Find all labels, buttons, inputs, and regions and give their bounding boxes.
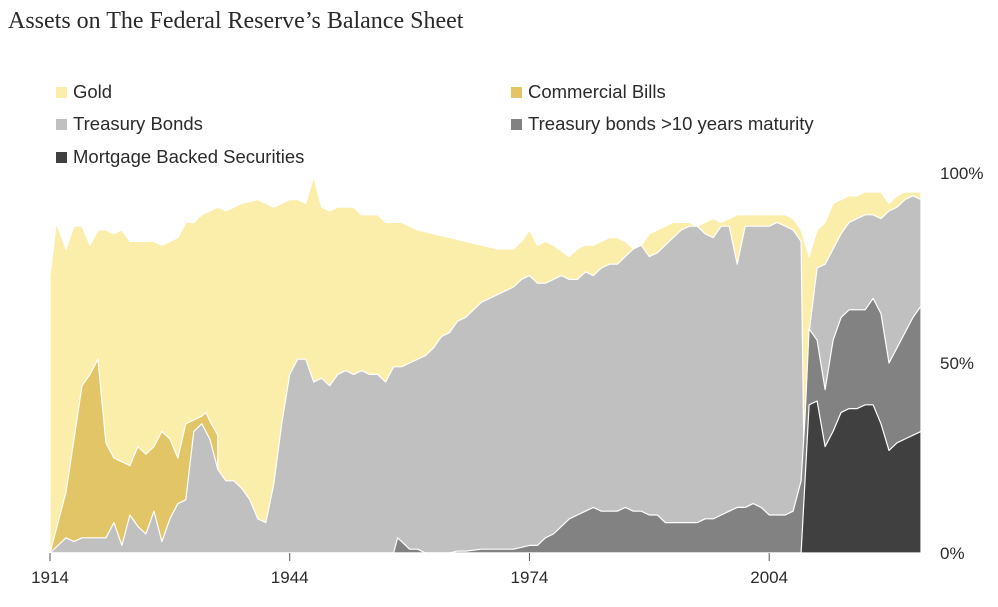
area-mortgage-backed-securities (49, 400, 922, 554)
y-tick-label-100: 100% (940, 164, 983, 183)
legend-label-mbs: Mortgage Backed Securities (73, 146, 305, 167)
legend-label-treasury-bonds: Treasury Bonds (73, 113, 203, 134)
legend-swatch-gold (56, 86, 67, 98)
y-tick-label-0: 0% (940, 544, 965, 563)
legend-item-treasury-bonds: Treasury Bonds (56, 113, 203, 135)
legend-item-treasury-bonds-long: Treasury bonds >10 years maturity (511, 113, 814, 135)
x-tick-label-1944: 1944 (271, 568, 309, 587)
legend-swatch-mbs (56, 151, 67, 163)
legend-swatch-treasury-bonds (56, 118, 67, 130)
area-treasury-bonds (49, 195, 922, 554)
legend-item-mbs: Mortgage Backed Securities (56, 146, 304, 168)
legend: Gold Commercial Bills Treasury Bonds Tre… (0, 0, 998, 170)
legend-label-commercial-bills: Commercial Bills (528, 81, 666, 102)
x-tick-label-1974: 1974 (511, 568, 549, 587)
legend-label-treasury-bonds-long: Treasury bonds >10 years maturity (528, 113, 814, 134)
legend-item-gold: Gold (56, 81, 112, 103)
y-tick-label-50: 50% (940, 354, 974, 373)
legend-swatch-commercial-bills (511, 86, 522, 98)
x-tick-label-1914: 1914 (31, 568, 69, 587)
legend-swatch-treasury-bonds-long (511, 118, 522, 130)
chart-title: Assets on The Federal Reserve’s Balance … (8, 8, 464, 34)
x-tick-label-2004: 2004 (750, 568, 788, 587)
area-commercial-bills (49, 358, 219, 554)
legend-label-gold: Gold (73, 81, 113, 102)
legend-item-commercial-bills: Commercial Bills (511, 81, 666, 103)
